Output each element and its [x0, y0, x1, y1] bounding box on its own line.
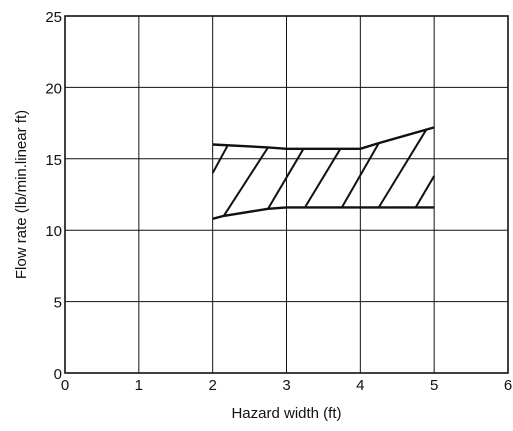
x-tick-label: 6	[504, 377, 512, 394]
y-tick-label: 25	[45, 9, 62, 26]
hatch-line-1	[222, 146, 269, 217]
hatch-line-2	[267, 148, 305, 210]
hatch-line-6	[414, 175, 436, 208]
y-tick-label: 10	[45, 223, 62, 240]
y-tick-label: 15	[45, 152, 62, 169]
x-tick-label: 5	[430, 377, 438, 394]
band-upper-line	[212, 126, 435, 151]
y-tick-label: 0	[54, 366, 62, 383]
y-tick-labels: 0 5 10 15 20 25	[45, 9, 62, 383]
x-tick-label: 3	[282, 377, 290, 394]
y-tick-label: 20	[45, 80, 62, 97]
x-tick-label: 2	[208, 377, 216, 394]
y-tick-label: 5	[54, 295, 62, 312]
plot-frame	[64, 15, 509, 374]
grid-lines	[65, 16, 508, 373]
band-lower-line	[212, 206, 435, 220]
y-axis-title: Flow rate (lb/min.linear ft)	[13, 110, 30, 279]
x-tick-label: 4	[356, 377, 364, 394]
band-lines	[212, 126, 435, 220]
x-axis-title: Hazard width (ft)	[231, 405, 341, 422]
x-tick-labels: 0 1 2 3 4 5 6	[61, 377, 512, 394]
hatch-lines	[211, 128, 436, 217]
hatch-line-0	[211, 145, 229, 174]
hatch-line-5	[377, 128, 428, 208]
hatch-line-4	[341, 142, 380, 208]
x-tick-label: 1	[135, 377, 143, 394]
x-tick-label: 0	[61, 377, 69, 394]
hatch-line-3	[304, 148, 342, 208]
